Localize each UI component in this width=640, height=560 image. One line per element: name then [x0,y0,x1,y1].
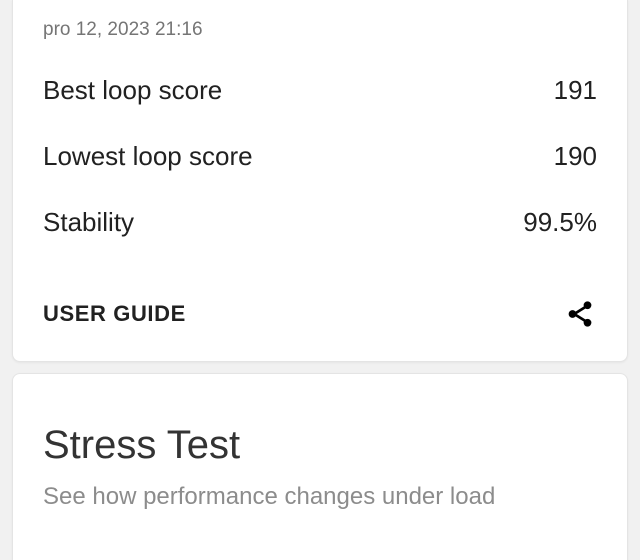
stress-test-title: Stress Test [43,423,241,467]
stress-test-card[interactable]: Stress Test See how performance changes … [12,373,628,560]
stat-label: Lowest loop score [43,141,253,171]
share-button[interactable] [563,297,597,331]
result-card: pro 12, 2023 21:16 Best loop score 191 L… [12,0,628,362]
stat-value: 190 [553,141,597,171]
stat-value: 99.5% [523,207,597,237]
user-guide-button[interactable]: USER GUIDE [43,301,186,326]
stress-test-subtitle: See how performance changes under load [43,483,496,510]
stat-value: 191 [553,75,597,105]
share-icon [565,299,595,329]
result-timestamp: pro 12, 2023 21:16 [43,19,203,40]
stat-label: Best loop score [43,75,223,105]
stat-row-stability: Stability 99.5% [43,205,597,239]
stat-label: Stability [43,207,135,237]
stat-row-lowest-loop: Lowest loop score 190 [43,139,597,173]
stat-row-best-loop: Best loop score 191 [43,73,597,107]
result-card-footer: USER GUIDE [43,297,597,331]
